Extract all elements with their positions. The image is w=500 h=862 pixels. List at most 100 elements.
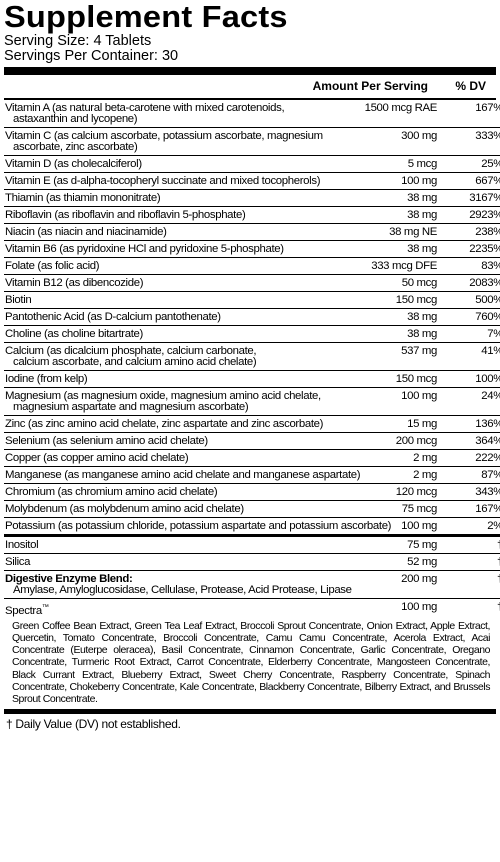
nutrient-dv: 667% bbox=[445, 172, 500, 190]
serving-size: Serving Size: 4 Tablets bbox=[4, 33, 152, 49]
nutrient-amount: 38 mg NE bbox=[345, 223, 445, 241]
nutrient-dv: 87% bbox=[445, 466, 500, 484]
nutrient-dv: 24% bbox=[445, 387, 500, 416]
nutrient-amount: 38 mg bbox=[345, 325, 445, 343]
table-row: Inositol 75 mg † bbox=[4, 537, 500, 554]
nutrient-name: Magnesium (as magnesium oxide, magnesium… bbox=[5, 390, 321, 402]
table-row: Zinc (as zinc amino acid chelate, zinc a… bbox=[4, 415, 500, 433]
other-ingredients-table: Inositol 75 mg † Silica 52 mg † Digestiv… bbox=[4, 537, 500, 619]
table-row: Vitamin C (as calcium ascorbate, potassi… bbox=[4, 127, 500, 156]
nutrient-dv: 343% bbox=[445, 483, 500, 501]
nutrient-dv: 760% bbox=[445, 308, 500, 326]
spectra-dv: † bbox=[445, 599, 500, 619]
table-row: Vitamin B6 (as pyridoxine HCl and pyrido… bbox=[4, 240, 500, 258]
nutrient-dv: 167% bbox=[445, 500, 500, 518]
nutrient-name-continued: astaxanthin and lycopene) bbox=[13, 113, 138, 125]
table-row: Selenium (as selenium amino acid chelate… bbox=[4, 432, 500, 450]
table-row: Potassium (as potassium chloride, potass… bbox=[4, 517, 500, 537]
dv-header: % DV bbox=[455, 79, 486, 93]
nutrient-name: Copper (as copper amino acid chelate) bbox=[5, 452, 189, 464]
ingredient-name: Inositol bbox=[4, 537, 345, 554]
spectra-amount: 100 mg bbox=[401, 601, 437, 613]
nutrient-amount: 2 mg bbox=[345, 449, 445, 467]
nutrient-dv: 2235% bbox=[445, 240, 500, 258]
nutrient-amount: 38 mg bbox=[345, 240, 445, 258]
nutrient-name-continued: magnesium aspartate and magnesium ascorb… bbox=[13, 401, 249, 413]
table-row: Manganese (as manganese amino acid chela… bbox=[4, 466, 500, 484]
nutrient-name: Molybdenum (as molybdenum amino acid che… bbox=[5, 503, 244, 515]
enzyme-blend-row: Digestive Enzyme Blend: Amylase, Amylogl… bbox=[4, 570, 500, 599]
nutrient-amount: 200 mcg bbox=[345, 432, 445, 450]
table-row: Copper (as copper amino acid chelate) 2 m… bbox=[4, 449, 500, 467]
nutrient-amount: 38 mg bbox=[345, 206, 445, 224]
nutrient-name: Zinc (as zinc amino acid chelate, zinc a… bbox=[5, 418, 324, 430]
nutrient-dv: 238% bbox=[445, 223, 500, 241]
trademark-mark: ™ bbox=[41, 604, 49, 611]
table-row: Chromium (as chromium amino acid chelate… bbox=[4, 483, 500, 501]
nutrient-name: Choline (as choline bitartrate) bbox=[5, 328, 143, 340]
nutrient-amount: 15 mg bbox=[345, 415, 445, 433]
table-row: Silica 52 mg † bbox=[4, 553, 500, 571]
nutrient-amount: 100 mg bbox=[345, 387, 445, 416]
enzyme-blend-amount: 200 mg bbox=[345, 570, 445, 599]
table-row: Vitamin E (as d-alpha-tocopheryl succina… bbox=[4, 172, 500, 190]
nutrient-amount: 150 mcg bbox=[345, 291, 445, 309]
nutrient-name: Potassium (as potassium chloride, potass… bbox=[5, 520, 392, 532]
enzyme-blend-list: Amylase, Amyloglucosidase, Cellulase, Pr… bbox=[13, 584, 352, 596]
nutrient-amount: 333 mcg DFE bbox=[345, 257, 445, 275]
nutrient-name: Iodine (from kelp) bbox=[5, 373, 88, 385]
table-row: Pantothenic Acid (as D-calcium pantothen… bbox=[4, 308, 500, 326]
nutrient-dv: 222% bbox=[445, 449, 500, 467]
table-row: Niacin (as niacin and niacinamide) 38 mg … bbox=[4, 223, 500, 241]
nutrient-dv: 2% bbox=[445, 517, 500, 537]
nutrient-name: Vitamin E (as d-alpha-tocopheryl succina… bbox=[5, 175, 321, 187]
nutrient-name: Niacin (as niacin and niacinamide) bbox=[5, 226, 167, 238]
nutrient-dv: 167% bbox=[445, 100, 500, 128]
nutrient-name: Biotin bbox=[5, 294, 32, 306]
table-row: Molybdenum (as molybdenum amino acid che… bbox=[4, 500, 500, 518]
spectra-ingredient-list: Green Coffee Bean Extract, Green Tea Lea… bbox=[12, 619, 490, 706]
footer-divider-bar bbox=[4, 709, 496, 715]
table-row: Thiamin (as thiamin mononitrate) 38 mg 316… bbox=[4, 189, 500, 207]
ingredient-amount: 75 mg bbox=[345, 537, 445, 554]
enzyme-blend-dv: † bbox=[445, 570, 500, 599]
nutrient-amount: 100 mg bbox=[345, 517, 445, 537]
nutrient-name: Vitamin A (as natural beta-carotene with… bbox=[5, 102, 285, 114]
nutrient-dv: 3167% bbox=[445, 189, 500, 207]
nutrient-dv: 333% bbox=[445, 127, 500, 156]
nutrient-amount: 120 mcg bbox=[345, 483, 445, 501]
ingredient-amount: 52 mg bbox=[345, 553, 445, 571]
nutrient-amount: 2 mg bbox=[345, 466, 445, 484]
nutrient-dv: 136% bbox=[445, 415, 500, 433]
ingredient-dv: † bbox=[445, 537, 500, 554]
nutrient-amount: 75 mcg bbox=[345, 500, 445, 518]
header-divider-bar bbox=[4, 67, 496, 75]
nutrient-name: Chromium (as chromium amino acid chelate… bbox=[5, 486, 218, 498]
nutrient-name: Riboflavin (as riboflavin and riboflavin… bbox=[5, 209, 246, 221]
nutrient-name: Vitamin D (as cholecalciferol) bbox=[5, 158, 142, 170]
table-row: Vitamin A (as natural beta-carotene with… bbox=[4, 100, 500, 128]
nutrient-name: Folate (as folic acid) bbox=[5, 260, 100, 272]
nutrient-name-continued: calcium ascorbate, and calcium amino aci… bbox=[13, 356, 257, 368]
nutrient-amount: 100 mg bbox=[345, 172, 445, 190]
footnote: † Daily Value (DV) not established. bbox=[6, 717, 181, 732]
nutrient-name: Vitamin B12 (as dibencozide) bbox=[5, 277, 144, 289]
spectra-row: Spectra™ 100 mg † bbox=[4, 599, 500, 619]
amount-header: Amount Per Serving bbox=[312, 79, 428, 93]
nutrient-name: Selenium (as selenium amino acid chelate… bbox=[5, 435, 208, 447]
table-row: Magnesium (as magnesium oxide, magnesium… bbox=[4, 387, 500, 416]
nutrient-amount: 300 mg bbox=[345, 127, 445, 156]
nutrient-amount: 1500 mcg RAE bbox=[345, 100, 445, 128]
nutrient-amount: 537 mg bbox=[345, 342, 445, 371]
nutrient-name: Calcium (as dicalcium phosphate, calcium… bbox=[5, 345, 257, 357]
nutrient-dv: 500% bbox=[445, 291, 500, 309]
nutrient-name: Thiamin (as thiamin mononitrate) bbox=[5, 192, 161, 204]
nutrient-dv: 2923% bbox=[445, 206, 500, 224]
nutrient-dv: 41% bbox=[445, 342, 500, 371]
nutrient-name: Pantothenic Acid (as D-calcium pantothen… bbox=[5, 311, 221, 323]
